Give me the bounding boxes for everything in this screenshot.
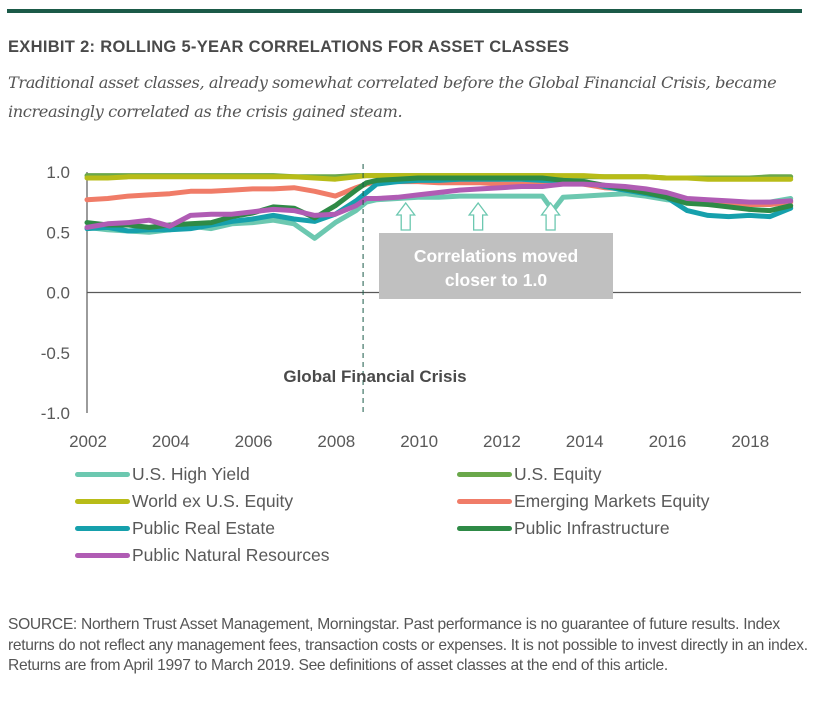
annotation-box-text-line2: closer to 1.0 — [445, 270, 547, 290]
x-tick-label: 2008 — [317, 432, 355, 450]
legend-swatch-icon — [75, 498, 130, 504]
legend-swatch-icon — [457, 498, 512, 504]
x-tick-label: 2002 — [69, 432, 107, 450]
source-note: SOURCE: Northern Trust Asset Management,… — [8, 616, 808, 675]
legend-label: Public Natural Resources — [132, 544, 330, 565]
exhibit-subtitle: Traditional asset classes, already somew… — [8, 73, 777, 121]
legend-item: Public Infrastructure — [457, 516, 670, 540]
legend-item: World ex U.S. Equity — [75, 489, 293, 513]
legend-label: Public Real Estate — [132, 517, 275, 538]
x-tick-label: 2018 — [731, 432, 769, 450]
x-tick-label: 2004 — [152, 432, 190, 450]
legend-swatch-icon — [75, 471, 130, 477]
legend-label: Public Infrastructure — [514, 517, 670, 538]
x-tick-label: 2016 — [649, 432, 687, 450]
x-tick-label: 2014 — [566, 432, 604, 450]
y-tick-label: -1.0 — [41, 404, 70, 423]
legend-swatch-icon — [457, 471, 512, 477]
x-tick-label: 2006 — [235, 432, 273, 450]
legend-label: U.S. Equity — [514, 463, 602, 484]
y-tick-label: 0.5 — [46, 223, 70, 242]
y-tick-label: 0.0 — [46, 284, 70, 303]
chart-series-lines — [84, 173, 794, 241]
y-tick-label: 1.0 — [46, 163, 70, 182]
legend-swatch-icon — [75, 552, 130, 558]
x-axis-tick-labels: 2002 2004 2006 2008 2010 2012 2014 2016 2018 — [69, 432, 769, 450]
exhibit-title: EXHIBIT 2: ROLLING 5-YEAR CORRELATIONS F… — [8, 38, 570, 56]
legend-item: U.S. Equity — [457, 462, 602, 486]
up-arrow-icon — [540, 201, 561, 231]
correlation-chart: 1.00.50.0-0.5-1.0 2002 2004 2006 2008 2010 20… — [41, 163, 801, 450]
legend-item: Public Natural Resources — [75, 543, 329, 567]
series-line-public-infrastructure — [84, 175, 794, 230]
legend-label: Emerging Markets Equity — [514, 490, 710, 511]
up-arrow-icon — [395, 201, 417, 231]
x-tick-label: 2010 — [400, 432, 438, 450]
legend-item: Emerging Markets Equity — [457, 489, 710, 513]
annotation-box — [379, 233, 613, 299]
legend-label: U.S. High Yield — [132, 463, 250, 484]
up-arrow-icon — [467, 201, 489, 231]
annotation-box-text-line1: Correlations moved — [414, 246, 578, 266]
chart-annotations: Global Financial Crisis Correlations move… — [283, 164, 613, 415]
legend-item: Public Real Estate — [75, 516, 275, 540]
header-accent-bar — [7, 9, 802, 13]
legend-item: U.S. High Yield — [75, 462, 250, 486]
series-line-public-natural-resources — [84, 181, 794, 230]
crisis-label: Global Financial Crisis — [283, 367, 466, 386]
legend-label: World ex U.S. Equity — [132, 490, 294, 511]
legend-swatch-icon — [457, 525, 512, 531]
x-tick-label: 2012 — [483, 432, 521, 450]
y-tick-label: -0.5 — [41, 344, 70, 363]
legend-swatch-icon — [75, 525, 130, 531]
y-axis-tick-labels: 1.0 0.5 0.0 -0.5 -1.0 — [41, 163, 70, 423]
